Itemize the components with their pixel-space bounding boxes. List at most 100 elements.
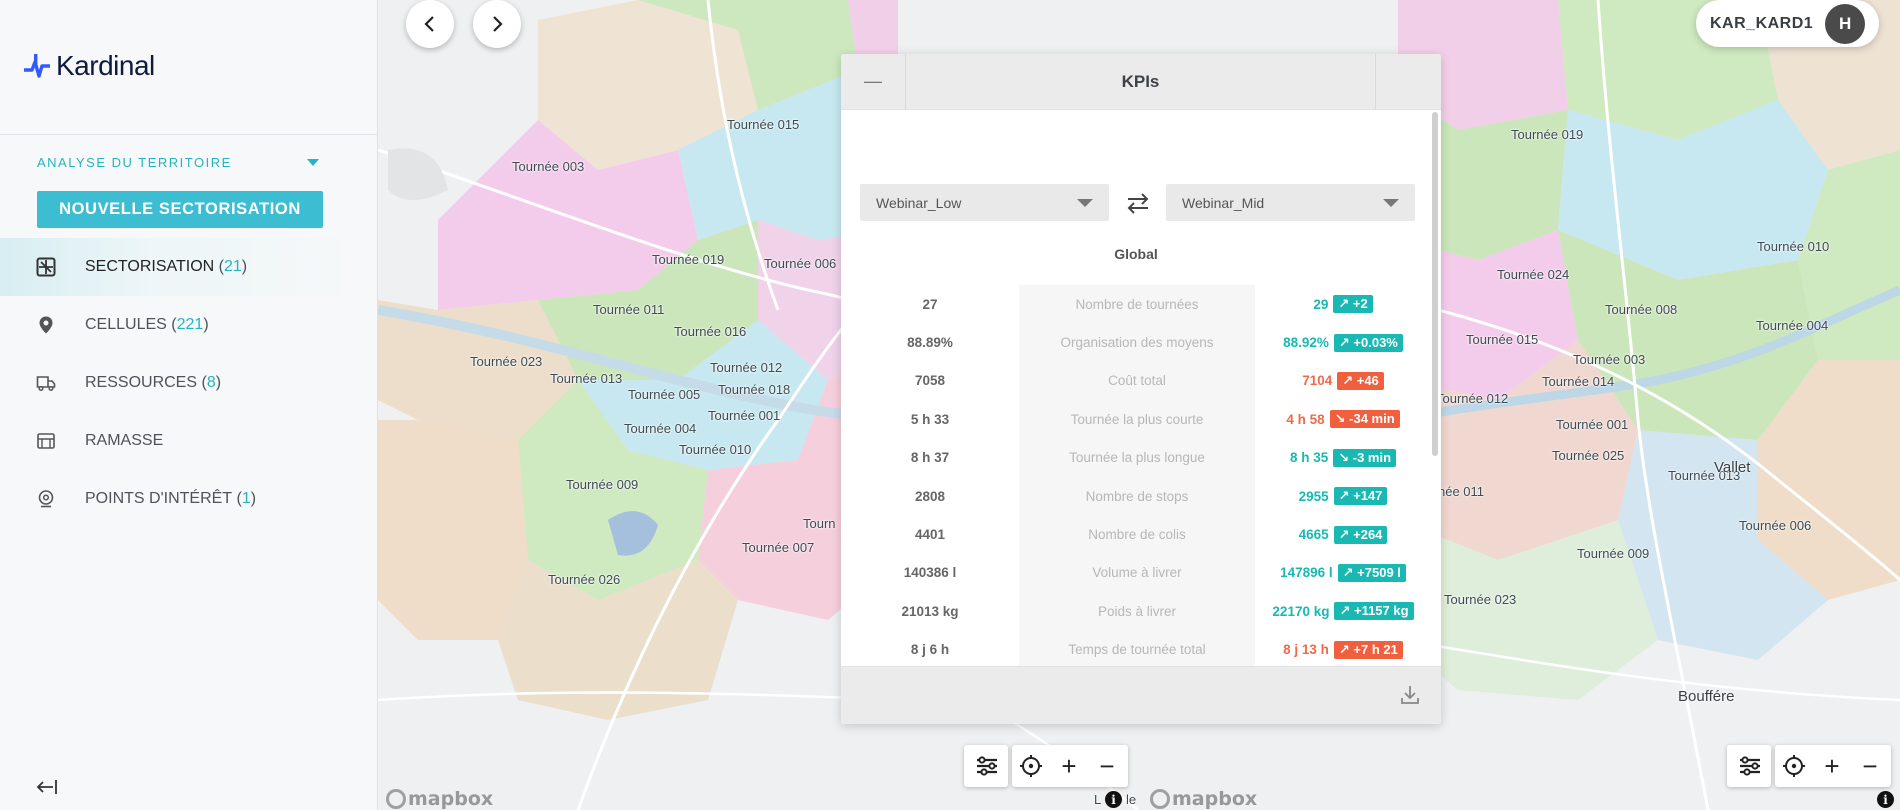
next-button[interactable]: [473, 0, 521, 48]
kpi-panel-body[interactable]: Webinar_Low Webinar_Mid Global 27 Nombre …: [841, 110, 1431, 666]
kpi-row: 140386 l Volume à livrer 147896 l ↗ +7509 l: [841, 554, 1431, 592]
sidebar-item-ressources[interactable]: RESSOURCES (8): [0, 354, 378, 412]
locate-icon[interactable]: [1012, 745, 1050, 787]
username: KAR_KARD1: [1710, 14, 1814, 32]
sidebar-item-sectorisation[interactable]: SECTORISATION (21): [0, 238, 378, 296]
kpi-label: Tournée la plus longue: [1069, 450, 1205, 466]
kpi-comparison: 4665 ↗ +264: [1255, 525, 1431, 544]
kpi-panel: — KPIs Webinar_Low Webinar_Mid Global 27…: [841, 54, 1441, 724]
section-label: ANALYSE DU TERRITOIRE: [37, 155, 232, 170]
kpi-value-b: 8 h 35: [1289, 450, 1329, 466]
mapbox-logo: mapbox: [1150, 788, 1257, 810]
map-label: Tournée 016: [674, 324, 747, 339]
kpi-row: 88.89% Organisation des moyens 88.92% ↗ +0.…: [841, 323, 1431, 361]
map-label: Tournée 004: [624, 421, 697, 436]
kpi-delta-badge: ↗ +1157 kg: [1334, 602, 1414, 621]
collapse-sidebar-icon[interactable]: [36, 778, 58, 796]
kpi-row: 7058 Coût total 7104 ↗ +46: [841, 362, 1431, 400]
map-label: Tournée 019: [652, 252, 725, 267]
kpi-row: 4401 Nombre de colis 4665 ↗ +264: [841, 515, 1431, 553]
sidebar-item-count: 1: [241, 490, 251, 507]
scenario-b-select[interactable]: Webinar_Mid: [1166, 184, 1415, 221]
kpi-delta-badge: ↗ +46: [1337, 371, 1384, 390]
territory-section-toggle[interactable]: ANALYSE DU TERRITOIRE: [37, 155, 319, 170]
kpi-row: 21013 kg Poids à livrer 22170 kg ↗ +1157 kg: [841, 592, 1431, 630]
kpi-value-a: 2808: [914, 488, 946, 504]
kpi-panel-title: KPIs: [1121, 71, 1160, 91]
new-sectorisation-button[interactable]: NOUVELLE SECTORISATION: [37, 191, 323, 228]
zoom-out-button[interactable]: −: [1099, 750, 1115, 781]
sliders-icon[interactable]: [964, 745, 1008, 787]
kpi-panel-footer: [841, 666, 1441, 724]
scenario-a-select[interactable]: Webinar_Low: [860, 184, 1109, 221]
kpi-row: 27 Nombre de tournées 29 ↗ +2: [841, 285, 1431, 323]
kpi-delta-badge: ↗ +147: [1333, 487, 1388, 506]
map-filter-control[interactable]: [964, 745, 1008, 787]
kpi-value-b: 4665: [1298, 527, 1329, 543]
kpi-delta-badge: ↗ +264: [1333, 525, 1388, 544]
map-label: Tournée 026: [548, 572, 621, 587]
mapbox-icon: [1150, 789, 1170, 809]
sidebar-item-count: 221: [176, 316, 204, 333]
map-label: Tournée 008: [1605, 302, 1678, 317]
previous-button[interactable]: [406, 0, 454, 48]
kpi-value-a: 8 h 37: [910, 450, 950, 466]
map-zoom-control: + −: [1012, 745, 1128, 787]
locate-icon[interactable]: [1775, 745, 1813, 787]
kpi-label: Tournée la plus courte: [1070, 411, 1204, 427]
sidebar-item-label: CELLULES: [85, 316, 167, 333]
kpi-value-a: 7058: [914, 373, 946, 389]
info-icon[interactable]: i: [1877, 791, 1894, 808]
scenario-b-value: Webinar_Mid: [1182, 194, 1265, 211]
kpi-value-b: 2955: [1298, 488, 1329, 504]
zoom-in-button[interactable]: +: [1061, 750, 1077, 781]
kpi-value-a: 88.89%: [907, 335, 953, 351]
sidebar-item-points-interet[interactable]: POINTS D'INTÉRÊT (1): [0, 470, 378, 528]
sectorisation-icon: [36, 257, 56, 277]
swap-icon[interactable]: [1125, 192, 1151, 214]
zoom-out-button[interactable]: −: [1862, 750, 1878, 781]
kpi-label: Temps de tournée total: [1068, 642, 1206, 658]
kpi-comparison: 8 h 35 ↘ -3 min: [1255, 448, 1431, 467]
sidebar-item-count: 8: [206, 374, 216, 391]
mapbox-icon: [386, 789, 406, 809]
map-label: Tournée 023: [1444, 592, 1517, 607]
kpi-delta-badge: ↘ -3 min: [1333, 448, 1397, 467]
sidebar-item-cellules[interactable]: CELLULES (221): [0, 296, 378, 354]
map-label: Tournée 015: [727, 117, 800, 132]
kpi-comparison: 29 ↗ +2: [1255, 295, 1431, 314]
caret-down-icon: [307, 159, 319, 166]
kpi-row: 8 j 6 h Temps de tournée total 8 j 13 h ↗ +…: [841, 631, 1431, 666]
zoom-in-button[interactable]: +: [1824, 750, 1840, 781]
kpi-value-a: 8 j 6 h: [910, 642, 950, 658]
kpi-delta-badge: ↘ -34 min: [1329, 410, 1400, 429]
map-label: Tournée 019: [1511, 127, 1584, 142]
kpi-label-column: [1019, 285, 1255, 666]
kpi-comparison: 8 j 13 h ↗ +7 h 21: [1255, 640, 1431, 659]
app-logo[interactable]: Kardinal: [22, 50, 155, 82]
kpi-value-a: 4401: [914, 527, 946, 543]
sidebar: Kardinal ANALYSE DU TERRITOIRE NOUVELLE …: [0, 0, 378, 810]
download-icon[interactable]: [1399, 684, 1421, 706]
kpi-scrollbar[interactable]: [1432, 112, 1438, 456]
map-filter-control[interactable]: [1727, 745, 1771, 787]
map-zoom-control: + −: [1775, 745, 1891, 787]
app-name: Kardinal: [56, 50, 155, 81]
map-label: Tournée 013: [1668, 468, 1741, 483]
kpi-value-b: 4 h 58: [1286, 411, 1325, 427]
kpi-delta-badge: ↗ +0.03%: [1333, 333, 1403, 352]
kpi-label: Coût total: [1108, 373, 1166, 389]
user-menu[interactable]: KAR_KARD1 H: [1696, 0, 1879, 47]
map-label: Tournée 003: [1573, 352, 1646, 367]
kpi-scope-label: Global: [1114, 246, 1158, 262]
info-icon[interactable]: i: [1105, 791, 1122, 808]
map-label: Tournée 001: [708, 408, 781, 423]
kpi-value-b: 88.92%: [1283, 335, 1329, 351]
minimize-button[interactable]: —: [841, 54, 906, 110]
map-label: Tournée 004: [1756, 318, 1829, 333]
kpi-row: 2808 Nombre de stops 2955 ↗ +147: [841, 477, 1431, 515]
sliders-icon[interactable]: [1727, 745, 1771, 787]
map-label: Tournée 012: [710, 360, 783, 375]
sidebar-item-ramasse[interactable]: RAMASSE: [0, 412, 378, 470]
kpi-comparison: 2955 ↗ +147: [1255, 487, 1431, 506]
